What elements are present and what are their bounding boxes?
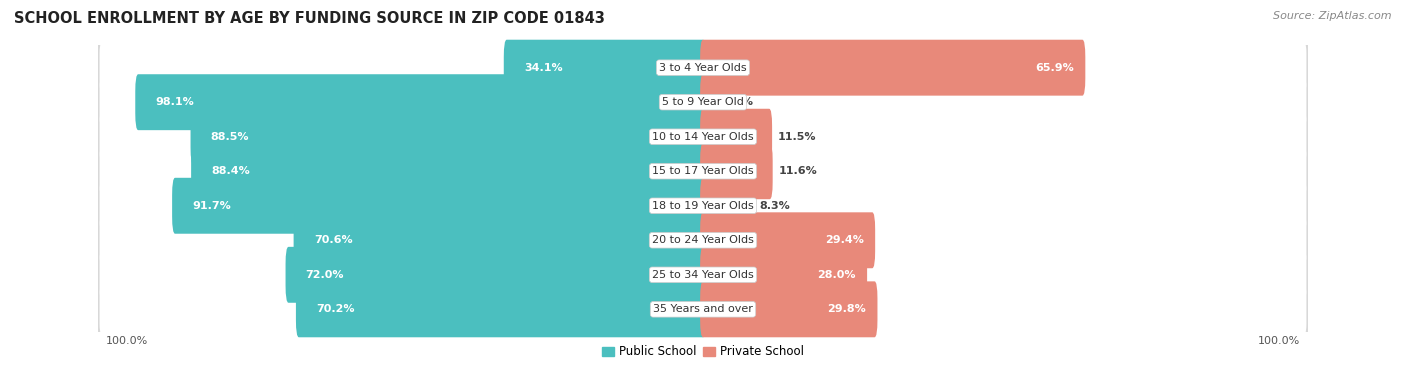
FancyBboxPatch shape — [191, 109, 706, 165]
FancyBboxPatch shape — [93, 174, 1313, 238]
Text: 88.4%: 88.4% — [211, 166, 250, 176]
Text: 11.6%: 11.6% — [779, 166, 817, 176]
FancyBboxPatch shape — [93, 208, 1313, 272]
Text: 5 to 9 Year Old: 5 to 9 Year Old — [662, 97, 744, 107]
FancyBboxPatch shape — [100, 44, 1306, 92]
Text: 18 to 19 Year Olds: 18 to 19 Year Olds — [652, 201, 754, 211]
Text: 72.0%: 72.0% — [305, 270, 344, 280]
Text: 70.6%: 70.6% — [314, 235, 353, 245]
Text: 98.1%: 98.1% — [156, 97, 194, 107]
Text: 20 to 24 Year Olds: 20 to 24 Year Olds — [652, 235, 754, 245]
Text: 8.3%: 8.3% — [759, 201, 790, 211]
Text: 3 to 4 Year Olds: 3 to 4 Year Olds — [659, 63, 747, 73]
Text: 10 to 14 Year Olds: 10 to 14 Year Olds — [652, 132, 754, 142]
FancyBboxPatch shape — [100, 182, 1306, 230]
Text: 29.4%: 29.4% — [825, 235, 863, 245]
Text: 88.5%: 88.5% — [211, 132, 249, 142]
FancyBboxPatch shape — [93, 139, 1313, 203]
FancyBboxPatch shape — [100, 78, 1306, 126]
Text: 29.8%: 29.8% — [827, 304, 866, 314]
FancyBboxPatch shape — [700, 178, 754, 234]
FancyBboxPatch shape — [700, 247, 868, 303]
FancyBboxPatch shape — [93, 277, 1313, 341]
Text: 11.5%: 11.5% — [778, 132, 817, 142]
Text: 28.0%: 28.0% — [817, 270, 856, 280]
FancyBboxPatch shape — [700, 40, 1085, 96]
FancyBboxPatch shape — [100, 285, 1306, 333]
FancyBboxPatch shape — [100, 147, 1306, 195]
FancyBboxPatch shape — [100, 113, 1306, 161]
FancyBboxPatch shape — [700, 109, 772, 165]
FancyBboxPatch shape — [135, 74, 706, 130]
Text: 1.9%: 1.9% — [723, 97, 754, 107]
FancyBboxPatch shape — [295, 281, 706, 337]
FancyBboxPatch shape — [191, 143, 706, 199]
FancyBboxPatch shape — [93, 243, 1313, 307]
FancyBboxPatch shape — [100, 251, 1306, 299]
Text: 35 Years and over: 35 Years and over — [652, 304, 754, 314]
FancyBboxPatch shape — [93, 70, 1313, 134]
Text: SCHOOL ENROLLMENT BY AGE BY FUNDING SOURCE IN ZIP CODE 01843: SCHOOL ENROLLMENT BY AGE BY FUNDING SOUR… — [14, 11, 605, 26]
Text: 91.7%: 91.7% — [193, 201, 231, 211]
Text: 25 to 34 Year Olds: 25 to 34 Year Olds — [652, 270, 754, 280]
FancyBboxPatch shape — [93, 105, 1313, 169]
Text: 65.9%: 65.9% — [1035, 63, 1074, 73]
FancyBboxPatch shape — [700, 143, 773, 199]
Text: 34.1%: 34.1% — [524, 63, 562, 73]
FancyBboxPatch shape — [700, 281, 877, 337]
FancyBboxPatch shape — [93, 36, 1313, 100]
FancyBboxPatch shape — [294, 212, 706, 268]
Text: 15 to 17 Year Olds: 15 to 17 Year Olds — [652, 166, 754, 176]
FancyBboxPatch shape — [100, 216, 1306, 264]
Text: Source: ZipAtlas.com: Source: ZipAtlas.com — [1274, 11, 1392, 21]
Text: 70.2%: 70.2% — [316, 304, 354, 314]
FancyBboxPatch shape — [503, 40, 706, 96]
FancyBboxPatch shape — [700, 74, 717, 130]
FancyBboxPatch shape — [700, 212, 875, 268]
FancyBboxPatch shape — [172, 178, 706, 234]
FancyBboxPatch shape — [285, 247, 706, 303]
Legend: Public School, Private School: Public School, Private School — [598, 341, 808, 363]
